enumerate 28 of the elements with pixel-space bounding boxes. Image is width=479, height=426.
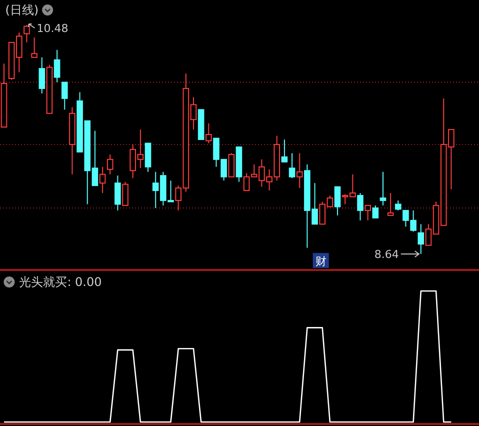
- candlestick: [296, 152, 303, 189]
- chart-title: (日线): [5, 3, 39, 17]
- annotation: 10.48: [36, 22, 68, 35]
- candlestick: [228, 152, 235, 178]
- candlestick: [114, 175, 121, 211]
- candlestick: [99, 166, 106, 194]
- candlestick: [144, 142, 152, 172]
- candlestick: [122, 181, 128, 206]
- annotation: 8.64: [374, 248, 399, 261]
- candlestick: [38, 56, 46, 94]
- candlestick: [394, 200, 402, 211]
- candlestick: [61, 82, 68, 110]
- candlestick: [380, 171, 386, 206]
- candlestick: [372, 204, 379, 218]
- candlestick: [281, 139, 288, 162]
- text: 财: [315, 255, 326, 268]
- candlestick: [24, 24, 30, 43]
- candlestick: [106, 154, 114, 175]
- candlestick: [387, 192, 394, 216]
- candlestick: [418, 224, 424, 254]
- chart-title: 光头就买: 0.00: [19, 275, 102, 289]
- candlestick: [288, 152, 296, 179]
- candlestick: [357, 192, 364, 221]
- candlestick: [364, 204, 371, 221]
- candlestick: [54, 49, 60, 83]
- candlestick: [31, 36, 38, 58]
- candlestick: [334, 186, 341, 216]
- candlestick: [205, 122, 212, 144]
